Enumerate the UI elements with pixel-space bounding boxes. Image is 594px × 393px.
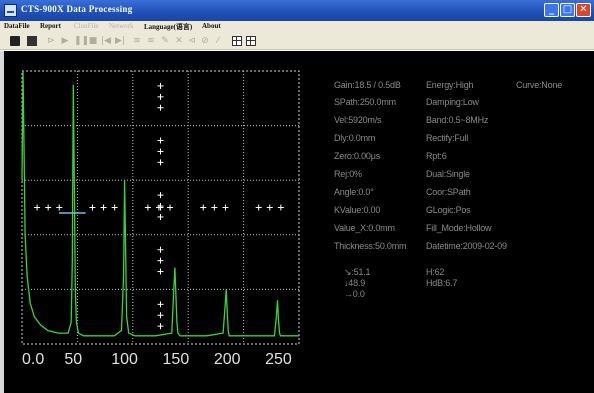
display-edge [0, 51, 4, 393]
save-icon[interactable] [27, 36, 37, 46]
tool-icon[interactable]: ✎ [161, 36, 169, 46]
x-tick-label: 0.0 [22, 351, 44, 368]
rewind-icon[interactable]: |◀ [101, 36, 111, 46]
tool-icon[interactable]: ⁄ [217, 36, 219, 46]
param-vel: Vel:5920m/s [334, 115, 382, 125]
signal-trace [21, 70, 299, 337]
param-fill-mode: Fill_Mode:Hollow [426, 223, 492, 233]
grid-icon[interactable] [232, 36, 242, 46]
param-energy: Energy:High [426, 80, 474, 90]
x-tick-label: 200 [214, 351, 241, 368]
tool-icon[interactable]: ≋ [147, 36, 155, 46]
ascan-display: 0.0 50 100 150 200 250 Gain:18.5 / 0.5dB Ener… [0, 51, 594, 393]
tool-icon[interactable]: ≋ [133, 36, 141, 46]
menu-datafile[interactable]: DataFile [4, 22, 30, 30]
tool-icon[interactable]: ✕ [175, 36, 183, 46]
ascan-chart: 0.0 50 100 150 200 250 [21, 70, 300, 368]
param-zero: Zero:0.00μs [334, 151, 381, 161]
param-datetime: Datetime:2009-02-09 [426, 241, 507, 251]
menu-report[interactable]: Report [40, 22, 61, 30]
app-icon [4, 4, 17, 17]
menu-about[interactable]: About [202, 22, 221, 30]
param-rpt: Rpt:6 [426, 151, 447, 161]
param-curve: Curve:None [516, 80, 563, 90]
menu-bar: DataFile Report ClonFile Network Languag… [0, 21, 594, 33]
open-icon[interactable] [10, 36, 20, 46]
maximize-button[interactable]: □ [560, 3, 575, 17]
pause-icon[interactable]: ❚❚ [74, 36, 90, 46]
grid-icon[interactable] [246, 36, 256, 46]
tool-icon[interactable]: ⊲ [188, 36, 196, 46]
menu-language[interactable]: Language(语言) [144, 23, 193, 31]
window-title: CTS-900X Data Processing [21, 4, 133, 14]
readout-depth: ↓48.9 [344, 278, 366, 288]
tool-icon[interactable]: ⊘ [201, 36, 209, 46]
param-thickness: Thickness:50.0mm [334, 241, 407, 251]
title-bar: CTS-900X Data Processing _ □ ✕ [0, 0, 594, 21]
param-kvalue: KValue:0.00 [334, 205, 381, 215]
param-glogic: GLogic:Pos [426, 205, 471, 215]
menu-network[interactable]: Network [109, 22, 134, 30]
play-icon[interactable]: ▶ [61, 36, 69, 46]
minimize-button[interactable]: _ [544, 3, 559, 17]
param-value-x: Value_X:0.0mm [334, 223, 395, 233]
param-angle: Angle:0.0° [334, 187, 374, 197]
stop-icon[interactable]: ■ [88, 36, 98, 46]
menu-clonfile[interactable]: ClonFile [74, 22, 99, 30]
param-rectify: Rectify:Full [426, 133, 469, 143]
param-damping: Damping:Low [426, 97, 479, 107]
param-dual: Dual:Single [426, 169, 470, 179]
x-tick-label: 100 [111, 351, 138, 368]
play-icon[interactable]: ⊳ [47, 36, 55, 46]
param-spath: SPath:250.0mm [334, 97, 396, 107]
close-button[interactable]: ✕ [576, 3, 591, 17]
param-rej: Rej:0% [334, 169, 362, 179]
chart-frame [21, 70, 300, 345]
toolbar: ⊳ ▶ ❚❚ ■ |◀ ▶| ≋ ≋ ✎ ✕ ⊲ ⊘ ⁄ [0, 33, 594, 50]
readout-horizontal: →0.0 [344, 289, 365, 299]
readout-hdb: HdB:6.7 [426, 278, 458, 288]
x-tick-label: 250 [265, 351, 292, 368]
readout-height: H:62 [426, 267, 445, 277]
param-dly: Dly:0.0mm [334, 133, 376, 143]
x-tick-label: 150 [163, 351, 190, 368]
param-band: Band:0.5~8MHz [426, 115, 489, 125]
param-coor: Coor:SPath [426, 187, 471, 197]
param-gain: Gain:18.5 / 0.5dB [334, 80, 401, 90]
x-tick-label: 50 [64, 351, 82, 368]
readout-soundpath: ↘:51.1 [344, 267, 371, 277]
forward-icon[interactable]: ▶| [115, 36, 125, 46]
